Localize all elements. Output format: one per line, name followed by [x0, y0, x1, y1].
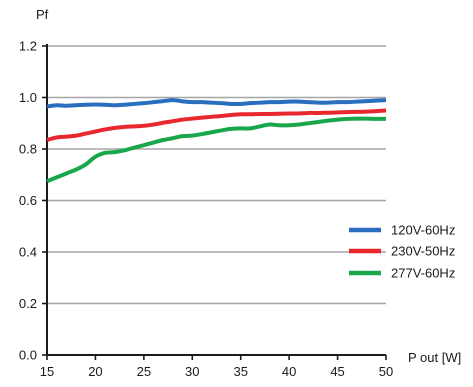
tick-labels: 0.0 0.2 0.4 0.6 0.8 1.0 1.2 15 20 25 30 35 40 45 50: [19, 39, 393, 380]
x-tick-label: 20: [88, 364, 102, 379]
gridlines: [47, 45, 386, 305]
y-tick-label: 1.2: [19, 39, 37, 54]
y-axis-title: Pf: [36, 7, 49, 22]
series-line-230v-50hz: [46, 108, 387, 142]
y-tick-label: 0.2: [19, 296, 37, 311]
legend-label-277v-60hz: 277V-60Hz: [391, 266, 455, 281]
x-tick-label: 45: [330, 364, 344, 379]
x-tick-label: 25: [137, 364, 151, 379]
x-axis-title: P out [W]: [408, 350, 461, 365]
x-tick-label: 50: [379, 364, 393, 379]
x-tick-label: 30: [185, 364, 199, 379]
y-tick-label: 0.6: [19, 193, 37, 208]
y-tick-label: 1.0: [19, 90, 37, 105]
legend: 120V-60Hz 230V-50Hz 277V-60Hz: [349, 223, 455, 281]
legend-label-120v-60hz: 120V-60Hz: [391, 223, 455, 238]
series-line-120v-60hz: [46, 98, 387, 109]
y-tick-label: 0.4: [19, 245, 37, 260]
legend-label-230v-50hz: 230V-50Hz: [391, 244, 455, 259]
x-tick-label: 40: [282, 364, 296, 379]
y-tick-label: 0.8: [19, 142, 37, 157]
y-tick-label: 0.0: [19, 348, 37, 363]
series-line-277v-60hz: [46, 116, 387, 184]
series-lines: [46, 98, 387, 184]
axes: [42, 44, 387, 360]
x-tick-label: 15: [40, 364, 54, 379]
x-tick-label: 35: [233, 364, 247, 379]
